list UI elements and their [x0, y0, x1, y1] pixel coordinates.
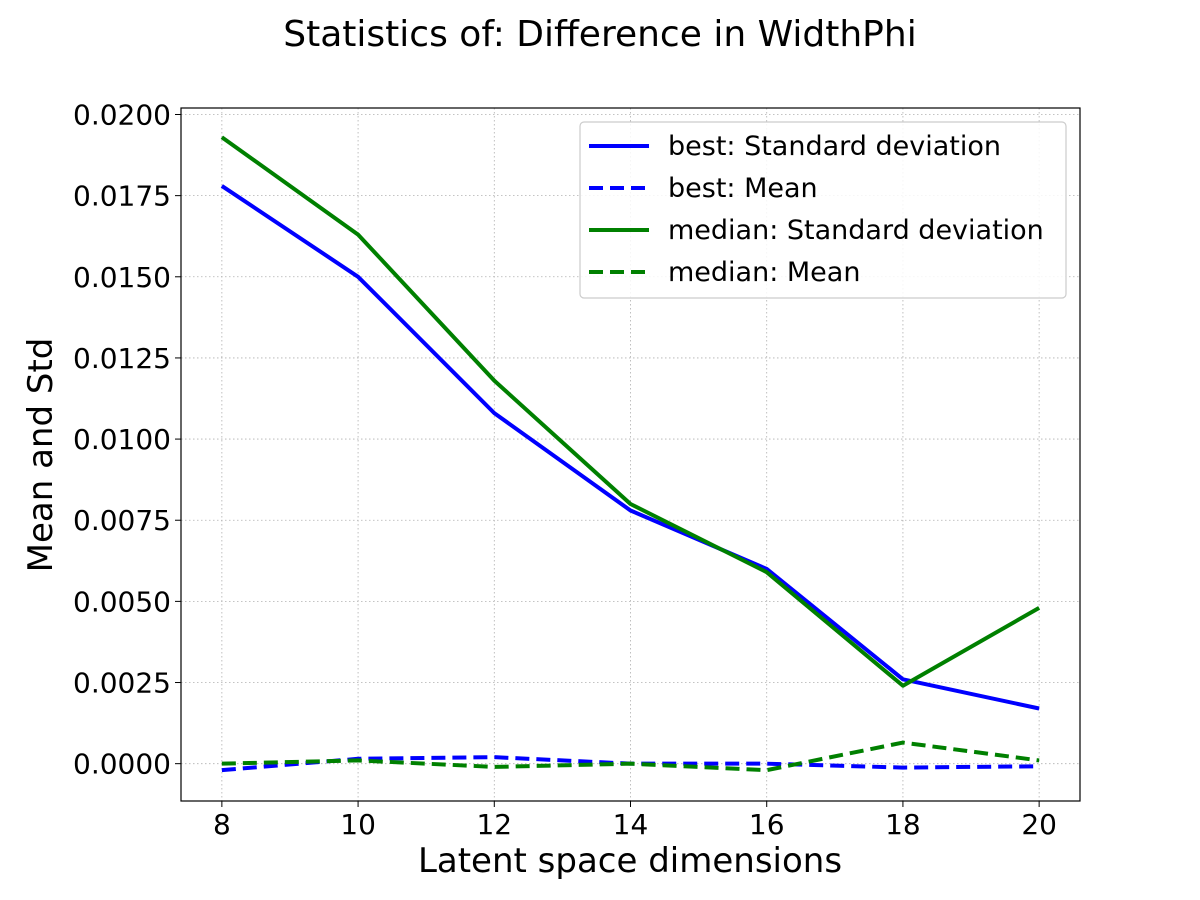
- y-axis-ticks: 0.0000 0.0025 0.0050 0.0075 0.0100 0.0125 0.01…: [73, 98, 181, 781]
- x-tick-label: 20: [1021, 808, 1057, 841]
- legend-label: median: Standard deviation: [668, 215, 1044, 246]
- legend-label: best: Standard deviation: [668, 131, 1001, 162]
- x-tick-label: 12: [476, 808, 512, 841]
- x-tick-label: 18: [885, 808, 921, 841]
- series-lines: [220, 135, 1041, 773]
- x-axis-label: Latent space dimensions: [418, 841, 842, 881]
- legend-box: [579, 121, 1067, 299]
- y-tick-label: 0.0000: [73, 748, 171, 781]
- y-tick-label: 0.0125: [73, 342, 171, 375]
- x-tick-label: 16: [749, 808, 785, 841]
- y-tick-label: 0.0025: [73, 667, 171, 700]
- y-tick-label: 0.0200: [73, 98, 171, 131]
- y-tick-label: 0.0175: [73, 180, 171, 213]
- x-tick-label: 14: [613, 808, 649, 841]
- x-axis-ticks: 8 10 12 14 16 18 20: [213, 801, 1057, 841]
- legend: best: Standard deviation best: Mean median…: [579, 121, 1067, 299]
- x-tick-label: 10: [340, 808, 376, 841]
- y-tick-label: 0.0050: [73, 585, 171, 618]
- y-axis-label: Mean and Std: [21, 338, 61, 573]
- chart-title: Statistics of: Difference in WidthPhi: [283, 14, 916, 55]
- x-tick-label: 8: [213, 808, 231, 841]
- legend-label: median: Mean: [668, 257, 860, 288]
- legend-label: best: Mean: [668, 173, 818, 204]
- y-tick-label: 0.0100: [73, 423, 171, 456]
- y-tick-label: 0.0075: [73, 504, 171, 537]
- y-tick-label: 0.0150: [73, 261, 171, 294]
